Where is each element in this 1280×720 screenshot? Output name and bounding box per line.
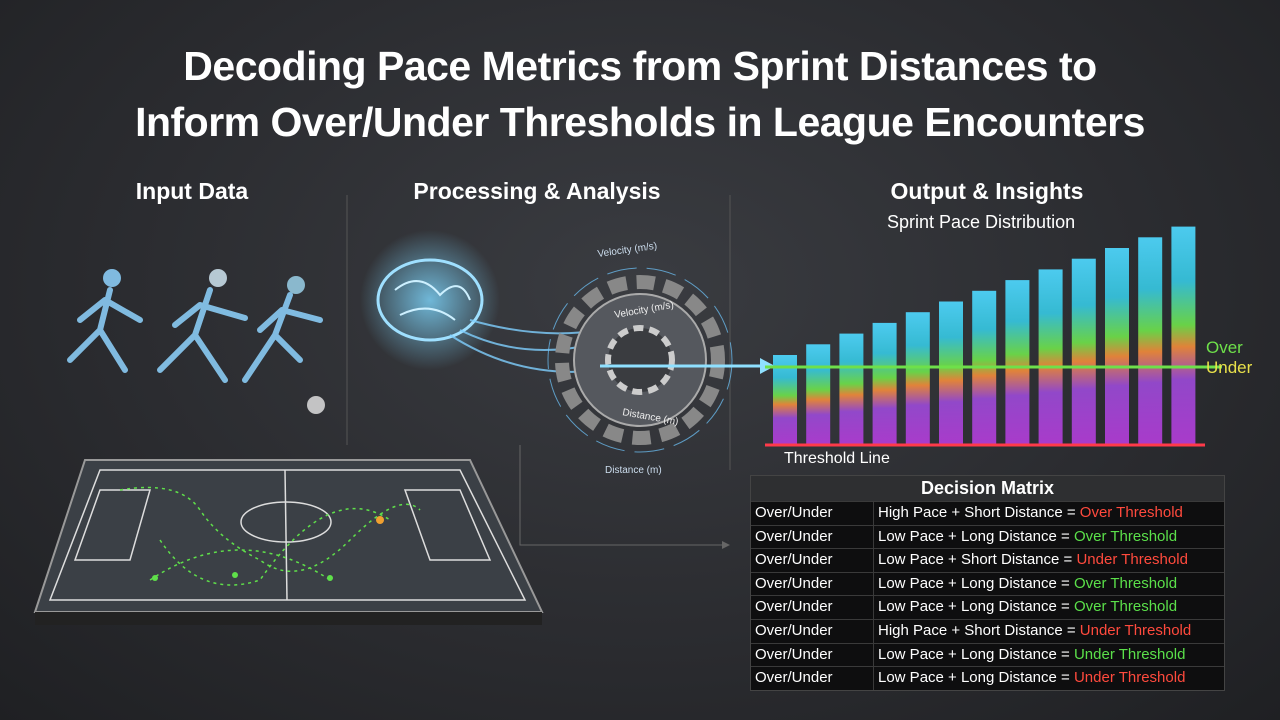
title-line: Inform Over/Under Thresholds in League E… <box>135 99 1145 145</box>
bar <box>1138 237 1163 445</box>
matrix-row: Over/Under Low Pace + Long Distance = Ove… <box>751 571 1224 596</box>
bar <box>839 333 864 445</box>
bar <box>939 301 963 445</box>
row-label: Over/Under <box>751 572 874 596</box>
row-rule: High Pace + Short Distance = Under Thres… <box>874 620 1191 643</box>
decision-matrix: Decision Matrix Over/Under High Pace + Sh… <box>750 475 1225 691</box>
row-condition: Low Pace + Long Distance = <box>878 574 1070 592</box>
row-result: Under Threshold <box>1076 551 1188 569</box>
section-title: Processing & Analysis <box>413 178 661 204</box>
title-line: Decoding Pace Metrics from Sprint Distan… <box>183 43 1097 89</box>
matrix-title: Decision Matrix <box>751 476 1224 501</box>
row-result: Under Threshold <box>1073 669 1186 687</box>
matrix-row: Over/Under High Pace + Short Distance = U… <box>751 618 1224 643</box>
row-label: Over/Under <box>751 502 874 525</box>
row-condition: Low Pace + Short Distance = <box>878 551 1073 569</box>
bar <box>905 312 930 445</box>
row-label: Over/Under <box>751 643 874 667</box>
row-rule: Low Pace + Short Distance = Under Thresh… <box>874 549 1188 572</box>
matrix-row: Over/Under Low Pace + Long Distance = Ove… <box>751 595 1224 619</box>
row-result: Over Threshold <box>1073 598 1178 616</box>
row-result: Over Threshold <box>1073 574 1178 592</box>
matrix-row: Over/Under High Pace + Short Distance = O… <box>751 501 1224 525</box>
row-condition: Low Pace + Long Distance = <box>878 598 1070 616</box>
runners <box>67 269 325 414</box>
threshold-label: Threshold Line <box>784 450 890 467</box>
bar <box>1171 226 1196 445</box>
row-rule: Low Pace + Long Distance = Over Threshol… <box>874 526 1177 549</box>
row-condition: High Pace + Short Distance = <box>878 621 1076 639</box>
under-label: Under <box>1206 358 1253 377</box>
row-rule: Low Pace + Long Distance = Over Threshol… <box>874 596 1177 619</box>
brain-gear <box>360 230 775 549</box>
bar <box>1071 258 1096 445</box>
row-rule: Low Pace + Long Distance = Under Thresho… <box>874 667 1185 690</box>
pitch <box>33 459 544 625</box>
row-condition: Low Pace + Long Distance = <box>878 645 1070 663</box>
row-rule: High Pace + Short Distance = Over Thresh… <box>874 502 1183 525</box>
row-label: Over/Under <box>751 596 874 619</box>
section-title: Input Data <box>135 178 249 204</box>
row-result: Over Threshold <box>1079 504 1183 521</box>
row-rule: Low Pace + Long Distance = Under Thresho… <box>874 644 1185 667</box>
bar <box>1005 280 1030 445</box>
row-rule: Low Pace + Long Distance = Over Threshol… <box>874 573 1177 596</box>
bar <box>806 344 831 445</box>
bar <box>773 355 797 445</box>
bar <box>1105 248 1129 445</box>
row-label: Over/Under <box>751 549 874 572</box>
bar <box>872 322 897 445</box>
row-condition: High Pace + Short Distance = <box>878 504 1076 521</box>
gear-label: Velocity (m/s) <box>597 241 658 260</box>
row-label: Over/Under <box>751 667 874 690</box>
matrix-row: Over/Under Low Pace + Long Distance = Und… <box>751 666 1224 690</box>
row-condition: Low Pace + Long Distance = <box>878 669 1070 687</box>
over-label: Over <box>1206 338 1243 357</box>
row-result: Over Threshold <box>1073 527 1178 545</box>
row-result: Under Threshold <box>1073 645 1186 663</box>
row-label: Over/Under <box>751 525 874 549</box>
row-condition: Low Pace + Long Distance = <box>878 527 1070 545</box>
row-label: Over/Under <box>751 619 874 643</box>
pace-bars <box>773 226 1196 445</box>
row-result: Under Threshold <box>1079 621 1192 639</box>
chart-title: Sprint Pace Distribution <box>887 212 1076 232</box>
section-title: Output & Insights <box>890 178 1084 204</box>
bar <box>1038 269 1063 445</box>
matrix-row: Over/Under Low Pace + Short Distance = Un… <box>751 548 1224 572</box>
matrix-row: Over/Under Low Pace + Long Distance = Und… <box>751 642 1224 667</box>
matrix-row: Over/Under Low Pace + Long Distance = Ove… <box>751 524 1224 549</box>
gear-label: Distance (m) <box>605 465 662 476</box>
title: Decoding Pace Metrics from Sprint Distan… <box>0 38 1280 150</box>
